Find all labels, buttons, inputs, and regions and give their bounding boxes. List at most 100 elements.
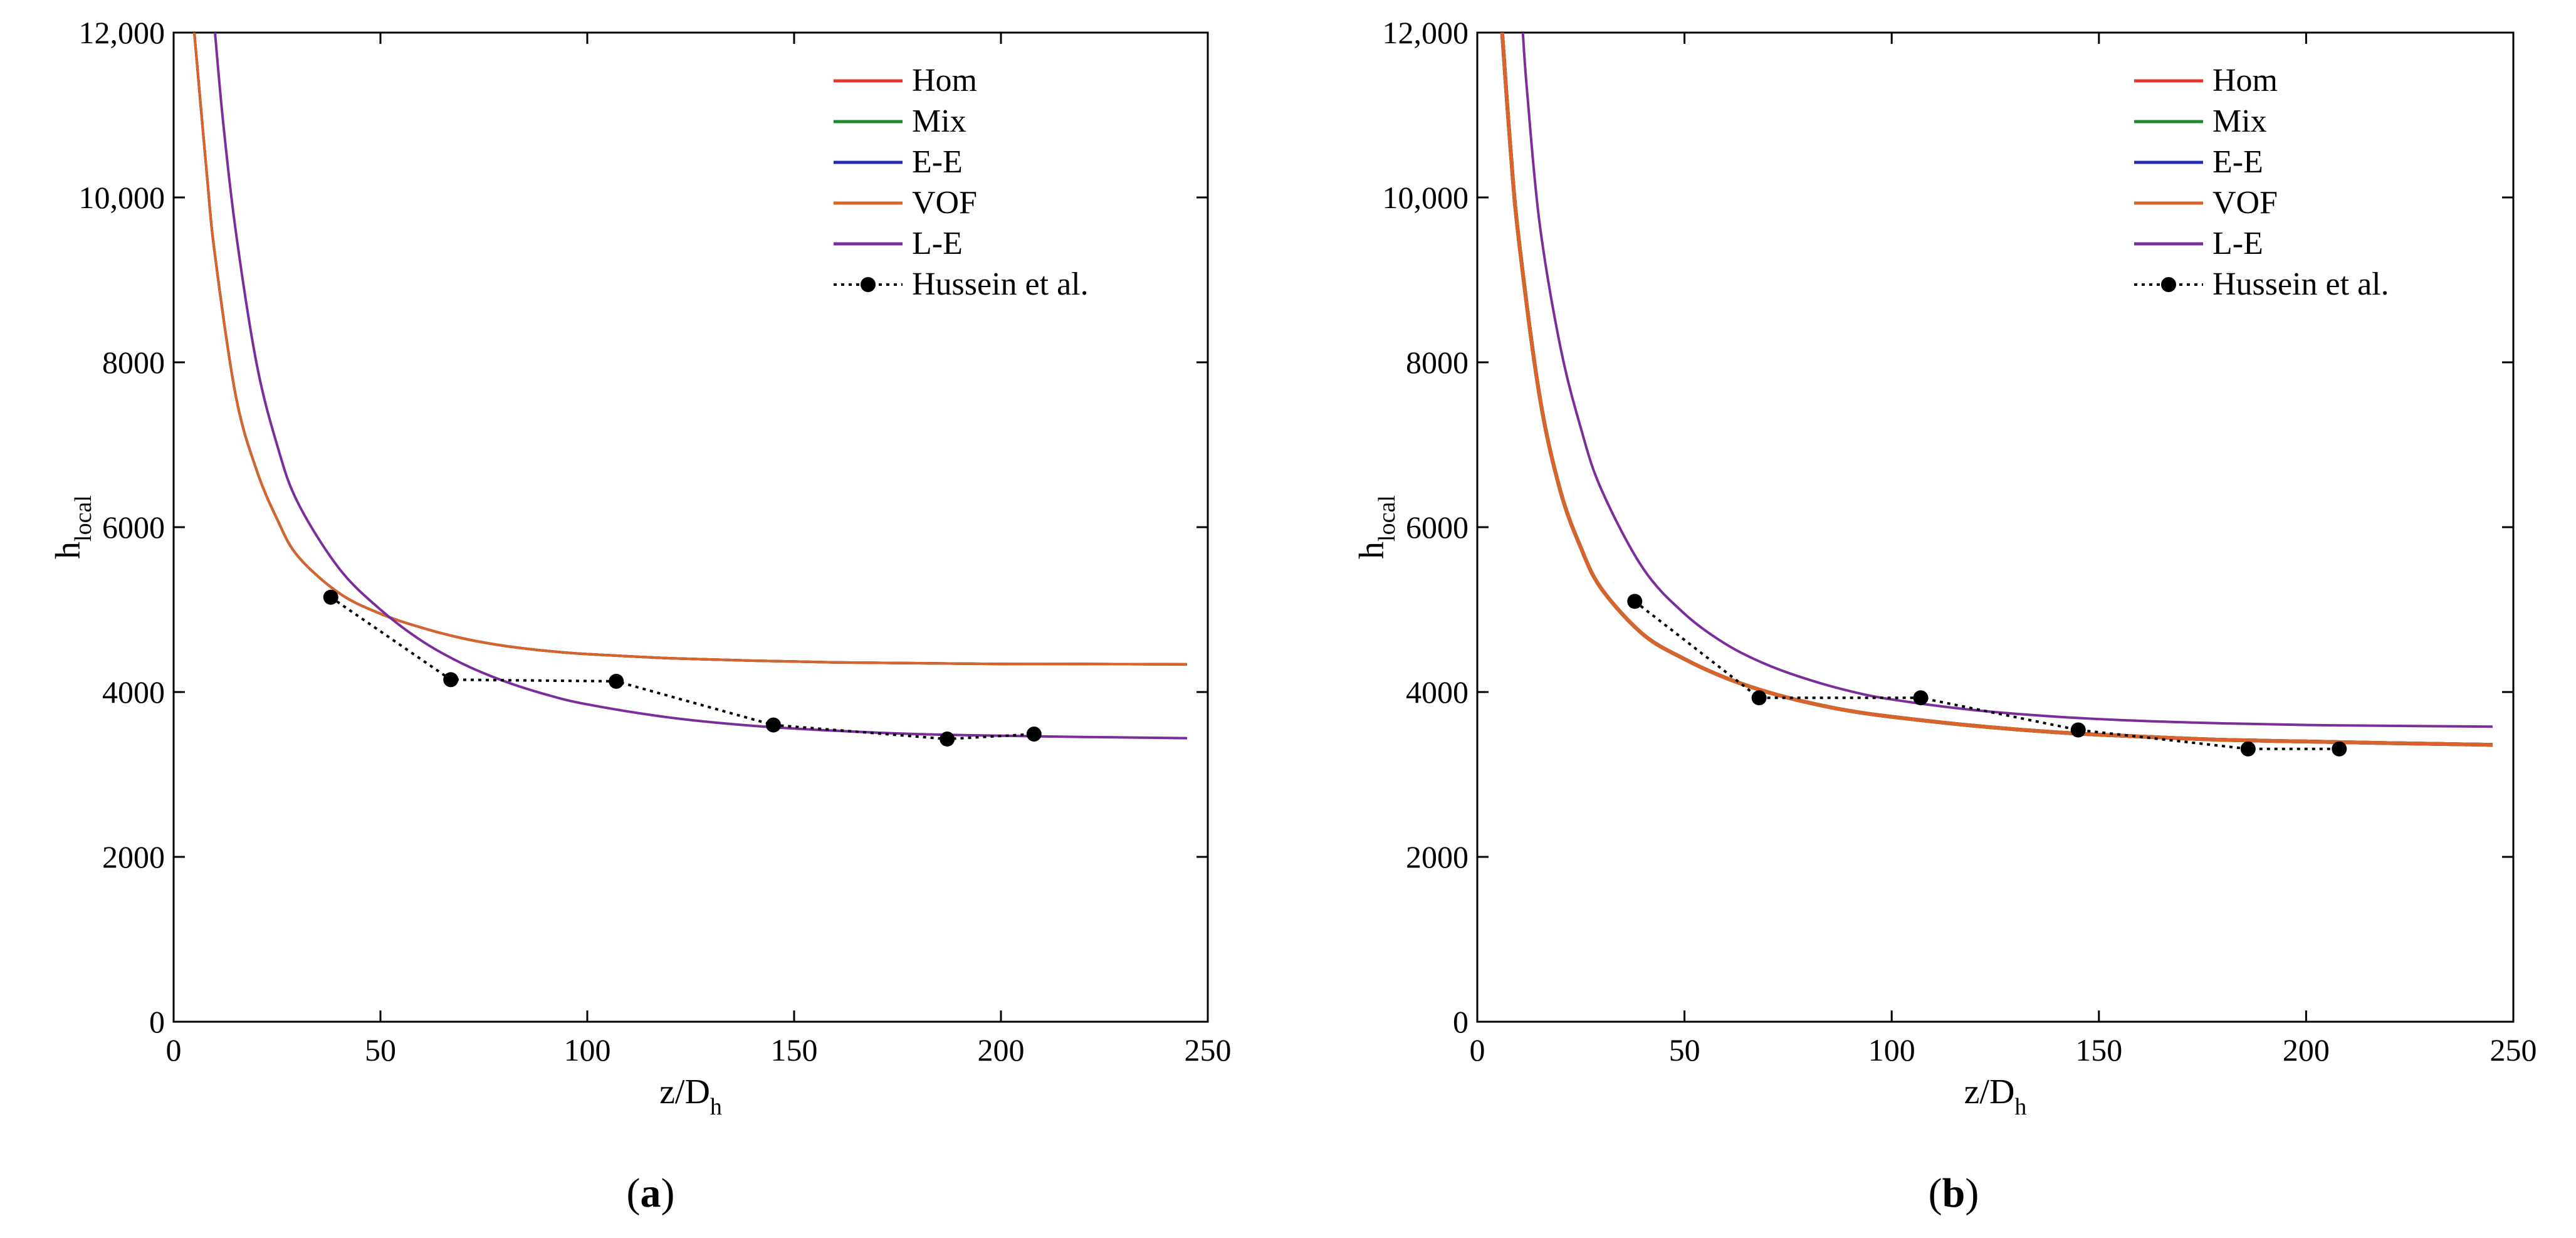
x-tick-label: 0 bbox=[1470, 1032, 1485, 1068]
series-line-hussein-et-al bbox=[1634, 600, 2340, 750]
x-tick-label: 150 bbox=[771, 1032, 818, 1068]
data-point-hussein-et-al bbox=[1913, 690, 1929, 706]
y-tick-label: 2000 bbox=[1406, 839, 1469, 874]
data-point-hussein-et-al bbox=[2070, 722, 2086, 738]
legend-entry-vof: VOF bbox=[2134, 185, 2278, 221]
series-group bbox=[193, 33, 1188, 741]
data-point-hussein-et-al bbox=[940, 731, 955, 747]
y-tick-label: 12,000 bbox=[79, 15, 165, 50]
series-line-l-e bbox=[214, 33, 1188, 740]
legend-label-l-e: L-E bbox=[2212, 226, 2263, 261]
legend-label-l-e: L-E bbox=[912, 226, 963, 261]
data-point-hussein-et-al bbox=[1627, 594, 1643, 609]
series-line-hom bbox=[193, 33, 1188, 666]
data-point-hussein-et-al bbox=[1751, 690, 1767, 706]
legend-entry-e-e: E-E bbox=[834, 144, 963, 180]
y-tick-label: 10,000 bbox=[1383, 180, 1469, 215]
x-tick-label: 200 bbox=[978, 1032, 1025, 1068]
data-point-hussein-et-al bbox=[323, 589, 338, 605]
legend: Hom Mix E-E VOF L-E Hussein et al. bbox=[2134, 63, 2389, 302]
legend: Hom Mix E-E VOF L-E Hussein et al. bbox=[834, 63, 1089, 302]
x-axis-label-main: z/D bbox=[1964, 1073, 2015, 1111]
legend-entry-hussein-et-al: Hussein et al. bbox=[2134, 266, 2389, 302]
x-tick-label: 100 bbox=[1868, 1032, 1915, 1068]
y-axis-label-main: h bbox=[49, 542, 88, 559]
legend-entry-hom: Hom bbox=[2134, 63, 2278, 98]
y-tick-label: 8000 bbox=[102, 345, 165, 380]
legend-entry-mix: Mix bbox=[2134, 103, 2267, 139]
y-tick-label: 6000 bbox=[102, 510, 165, 545]
chart-panel-b: 0 50 100 150 200 250 0 2000 4000 6000 8000 10,000 12… bbox=[1353, 15, 2537, 1216]
y-axis-label-main: h bbox=[1353, 542, 1391, 559]
series-group bbox=[1500, 33, 2493, 750]
x-axis-label-sub: h bbox=[710, 1094, 722, 1120]
y-tick-label: 2000 bbox=[102, 839, 165, 874]
legend-label-hom: Hom bbox=[2212, 63, 2278, 98]
legend-label-vof: VOF bbox=[912, 185, 977, 221]
panel-caption-close: ) bbox=[1965, 1170, 1979, 1216]
plot-frame bbox=[1476, 31, 2515, 1023]
x-tick-label: 250 bbox=[1185, 1032, 1232, 1068]
legend-label-hussein-et-al: Hussein et al. bbox=[2212, 266, 2389, 302]
data-point-hussein-et-al bbox=[2332, 741, 2347, 757]
x-tick-label: 200 bbox=[2283, 1032, 2330, 1068]
chart-panel-a: 0 50 100 150 200 250 0 2000 4000 6000 8000 10,000 12… bbox=[49, 15, 1232, 1216]
legend-entry-l-e: L-E bbox=[2134, 226, 2263, 261]
panel-caption-letter: a bbox=[641, 1170, 661, 1216]
y-tick-label: 4000 bbox=[102, 674, 165, 710]
data-point-hussein-et-al bbox=[609, 673, 624, 689]
legend-marker-hussein-et-al bbox=[861, 277, 876, 292]
y-tick-label: 0 bbox=[149, 1004, 165, 1039]
data-point-hussein-et-al bbox=[443, 672, 459, 688]
y-tick-label: 0 bbox=[1453, 1004, 1469, 1039]
legend-entry-l-e: L-E bbox=[834, 226, 963, 261]
y-tick-label: 8000 bbox=[1406, 345, 1469, 380]
legend-entry-hom: Hom bbox=[834, 63, 977, 98]
panel-caption-close: ) bbox=[661, 1170, 675, 1216]
x-tick-label: 100 bbox=[564, 1032, 611, 1068]
y-axis-label: hlocal bbox=[49, 495, 97, 559]
x-axis-label-main: z/D bbox=[659, 1073, 710, 1111]
panel-caption: (b) bbox=[1929, 1170, 1979, 1216]
legend-marker-hussein-et-al bbox=[2161, 277, 2176, 292]
x-tick-label: 0 bbox=[166, 1032, 182, 1068]
y-tick-label: 10,000 bbox=[79, 180, 165, 215]
legend-entry-mix: Mix bbox=[834, 103, 966, 139]
x-tick-label: 250 bbox=[2490, 1032, 2537, 1068]
data-point-hussein-et-al bbox=[1026, 727, 1042, 742]
y-tick-label: 6000 bbox=[1406, 510, 1469, 545]
data-point-hussein-et-al bbox=[2240, 741, 2256, 757]
x-tick-label: 50 bbox=[1669, 1032, 1700, 1068]
series-line-vof bbox=[193, 33, 1188, 666]
x-tick-label: 150 bbox=[2075, 1032, 2122, 1068]
series-line-e-e bbox=[193, 33, 1188, 666]
data-point-hussein-et-al bbox=[766, 717, 781, 733]
series-line-mix bbox=[193, 33, 1188, 666]
legend-label-hom: Hom bbox=[912, 63, 977, 98]
panel-caption-letter: b bbox=[1942, 1170, 1966, 1216]
series-line-hussein-et-al bbox=[330, 596, 1034, 741]
x-tick-label: 50 bbox=[365, 1032, 396, 1068]
x-axis-label: z/Dh bbox=[659, 1073, 722, 1120]
panel-caption-open: ( bbox=[1929, 1170, 1942, 1216]
series-line-vof bbox=[1500, 33, 2493, 747]
y-axis-label-sub: local bbox=[1374, 495, 1400, 542]
x-axis-label: z/Dh bbox=[1964, 1073, 2027, 1120]
legend-label-mix: Mix bbox=[912, 103, 966, 139]
panel-caption-open: ( bbox=[627, 1170, 641, 1216]
legend-label-e-e: E-E bbox=[912, 144, 963, 180]
series-line-l-e bbox=[1521, 33, 2493, 728]
legend-label-vof: VOF bbox=[2212, 185, 2278, 221]
legend-label-hussein-et-al: Hussein et al. bbox=[912, 266, 1089, 302]
y-axis-label: hlocal bbox=[1353, 495, 1400, 559]
panel-caption: (a) bbox=[627, 1170, 675, 1216]
plot-frame bbox=[172, 31, 1209, 1023]
y-tick-label: 12,000 bbox=[1383, 15, 1469, 50]
y-tick-label: 4000 bbox=[1406, 674, 1469, 710]
legend-entry-e-e: E-E bbox=[2134, 144, 2263, 180]
legend-entry-vof: VOF bbox=[834, 185, 977, 221]
x-axis-label-sub: h bbox=[2014, 1094, 2026, 1120]
y-axis-label-sub: local bbox=[70, 495, 97, 542]
legend-label-e-e: E-E bbox=[2212, 144, 2263, 180]
